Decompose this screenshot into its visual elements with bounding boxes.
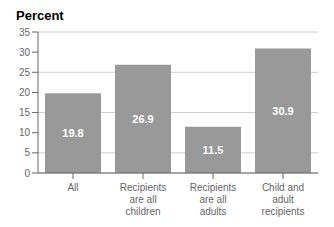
svg-text:Recipientsare alladults: Recipientsare alladults bbox=[190, 182, 237, 217]
svg-text:26.9: 26.9 bbox=[132, 113, 153, 125]
svg-text:35: 35 bbox=[19, 27, 31, 38]
svg-text:19.8: 19.8 bbox=[62, 127, 83, 139]
svg-text:5: 5 bbox=[24, 147, 30, 158]
svg-text:Child andadultrecipients: Child andadultrecipients bbox=[262, 182, 305, 217]
svg-text:0: 0 bbox=[24, 168, 30, 179]
svg-text:All: All bbox=[67, 182, 78, 193]
svg-text:15: 15 bbox=[19, 107, 31, 118]
svg-text:Recipientsare allchildren: Recipientsare allchildren bbox=[120, 182, 167, 217]
svg-text:30: 30 bbox=[19, 47, 31, 58]
svg-text:30.9: 30.9 bbox=[272, 105, 293, 117]
svg-text:25: 25 bbox=[19, 67, 31, 78]
svg-text:11.5: 11.5 bbox=[203, 144, 224, 156]
svg-text:10: 10 bbox=[19, 127, 31, 138]
svg-text:20: 20 bbox=[19, 87, 31, 98]
html-text:Percent: Percent bbox=[16, 8, 64, 23]
